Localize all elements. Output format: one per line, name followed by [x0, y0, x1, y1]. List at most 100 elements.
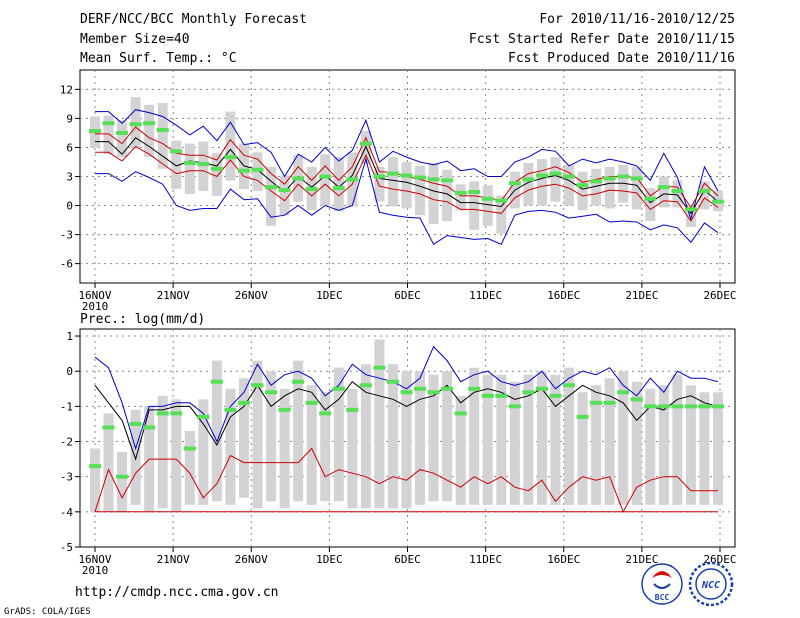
- prec-median-45: [698, 404, 711, 409]
- prec-box-16: [306, 385, 317, 505]
- temp-median-45: [698, 189, 711, 194]
- prec-median-33: [535, 386, 548, 391]
- prec-line-max: [94, 345, 719, 451]
- prec-median-26: [441, 386, 454, 391]
- temp-box-40: [631, 166, 642, 210]
- temp-median-15: [292, 176, 305, 181]
- temp-ytick-label-4: 6: [66, 141, 73, 154]
- temp-median-6: [170, 149, 183, 154]
- prec-box-25: [428, 374, 439, 502]
- prec-median-22: [386, 379, 399, 384]
- temp-xtick-label-2: 26NOV: [235, 289, 268, 302]
- prec-median-6: [170, 411, 183, 416]
- temp-box-24: [415, 165, 426, 216]
- prec-box-34: [550, 374, 561, 505]
- prec-median-29: [481, 393, 494, 398]
- temp-median-13: [265, 185, 278, 190]
- temp-median-33: [535, 173, 548, 178]
- prec-box-44: [685, 385, 696, 505]
- prec-box-37: [591, 385, 602, 505]
- prec-box-40: [631, 381, 642, 505]
- prec-median-4: [143, 425, 156, 430]
- prec-median-17: [319, 411, 332, 416]
- prec-median-16: [305, 400, 318, 405]
- prec-box-14: [279, 388, 290, 509]
- temp-median-20: [359, 141, 372, 146]
- temp-median-39: [617, 174, 630, 179]
- temp-box-21: [374, 166, 385, 202]
- temp-xtick-label-7: 21DEC: [625, 289, 658, 302]
- prec-year-label: 2010: [82, 564, 109, 577]
- prec-box-9: [211, 360, 222, 502]
- temp-median-17: [319, 174, 332, 179]
- temp-box-1: [103, 115, 114, 155]
- prec-median-7: [183, 446, 196, 451]
- prec-ytick-label-3: -2: [60, 436, 73, 449]
- temp-median-23: [400, 173, 413, 178]
- temp-median-46: [712, 199, 724, 204]
- prec-box-32: [523, 374, 534, 505]
- prec-median-9: [210, 379, 223, 384]
- prec-box-28: [469, 367, 480, 505]
- footer-credit: GrADS: COLA/IGES: [4, 607, 91, 617]
- prec-median-3: [129, 421, 142, 426]
- temp-median-4: [143, 121, 156, 126]
- prec-box-8: [198, 399, 209, 505]
- temp-ytick-label-0: -6: [60, 258, 73, 271]
- prec-median-21: [373, 365, 386, 370]
- precipitation-medians: [89, 365, 724, 479]
- bcc-logo: BCC: [641, 563, 683, 605]
- prec-ytick-label-4: -1: [60, 400, 73, 413]
- prec-box-11: [238, 378, 249, 498]
- prec-xtick-label-1: 21NOV: [157, 553, 190, 566]
- prec-median-42: [657, 404, 670, 409]
- prec-median-12: [251, 383, 264, 388]
- prec-box-36: [577, 392, 588, 505]
- prec-box-46: [713, 392, 723, 505]
- temp-median-9: [210, 166, 223, 171]
- temp-xtick-label-8: 26DEC: [703, 289, 736, 302]
- prec-line-min: [94, 447, 718, 513]
- temp-xtick-label-4: 6DEC: [394, 289, 421, 302]
- temp-median-12: [251, 167, 264, 172]
- ncc-logo: NCC: [688, 561, 734, 607]
- prec-box-27: [455, 395, 466, 505]
- temp-median-14: [278, 188, 291, 193]
- prec-box-39: [618, 371, 629, 505]
- prec-box-35: [564, 367, 575, 505]
- temp-line-min: [95, 157, 719, 246]
- prec-median-35: [563, 383, 576, 388]
- prec-median-46: [712, 404, 724, 409]
- prec-ytick-label-1: -4: [60, 506, 74, 519]
- prec-median-37: [590, 400, 603, 405]
- prec-box-18: [333, 367, 344, 502]
- temp-box-6: [171, 140, 182, 190]
- temp-box-38: [604, 166, 615, 209]
- temp-median-32: [522, 177, 535, 182]
- temp-median-10: [224, 155, 237, 160]
- temp-median-1: [102, 121, 115, 126]
- prec-median-8: [197, 414, 210, 419]
- precipitation-title: Prec.: log(mm/d): [80, 312, 205, 327]
- ncc-logo-text: NCC: [701, 580, 720, 591]
- prec-median-31: [508, 404, 521, 409]
- prec-box-20: [360, 364, 371, 509]
- bcc-logo-swirl-icon: [652, 571, 672, 578]
- prec-median-36: [576, 414, 589, 419]
- prec-median-20: [359, 383, 372, 388]
- bcc-logo-wave-icon: [653, 583, 671, 589]
- temp-box-42: [658, 176, 669, 208]
- temp-median-24: [414, 175, 427, 180]
- temp-box-41: [645, 188, 656, 222]
- temp-box-28: [469, 181, 480, 230]
- temp-median-0: [89, 128, 101, 133]
- prec-median-13: [265, 390, 278, 395]
- prec-box-43: [672, 374, 683, 505]
- prec-box-45: [699, 392, 710, 505]
- temp-box-17: [320, 154, 331, 206]
- temp-ytick-label-5: 9: [66, 112, 73, 125]
- prec-median-10: [224, 407, 237, 412]
- temp-box-25: [428, 162, 439, 224]
- prec-xtick-label-7: 21DEC: [625, 553, 658, 566]
